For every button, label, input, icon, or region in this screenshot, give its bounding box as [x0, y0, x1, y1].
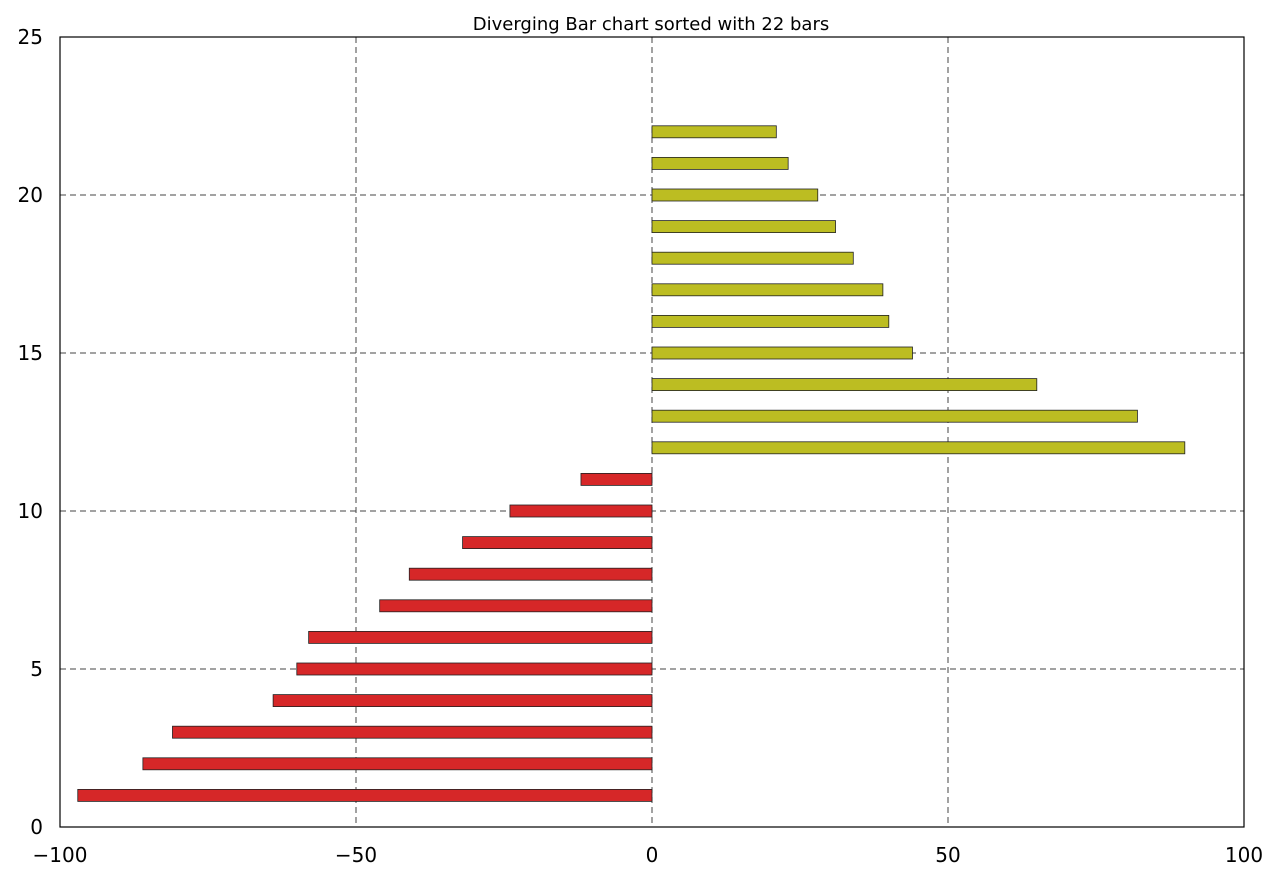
- bar-positive: [651, 441, 1186, 455]
- x-tick-label: 0: [646, 843, 659, 867]
- bar-negative: [296, 662, 653, 676]
- plot-frame: [59, 36, 1245, 828]
- bar-positive: [651, 188, 819, 202]
- bar-positive: [651, 156, 789, 170]
- bar-negative: [408, 567, 653, 581]
- bars: [77, 125, 1186, 802]
- bar-negative: [462, 536, 653, 549]
- bar-positive: [651, 283, 884, 297]
- bar-negative: [172, 725, 653, 739]
- x-tick-label: 50: [935, 843, 960, 867]
- grid-lines: [60, 37, 1244, 827]
- bar-positive: [651, 125, 777, 139]
- x-tick-label: −50: [335, 843, 377, 867]
- y-tick-label: 0: [30, 815, 43, 839]
- y-tick-label: 5: [30, 657, 43, 681]
- bar-negative: [272, 694, 653, 707]
- chart-title: Diverging Bar chart sorted with 22 bars: [473, 14, 830, 35]
- x-tick-label: −100: [33, 843, 88, 867]
- bar-positive: [651, 346, 913, 360]
- bar-positive: [651, 314, 890, 328]
- bar-positive: [651, 409, 1138, 423]
- x-axis-tick-labels: −100 −50 0 50 100: [33, 843, 1264, 867]
- y-tick-label: 20: [18, 183, 43, 207]
- bar-positive: [651, 378, 1038, 392]
- bar-positive: [651, 251, 854, 265]
- bar-negative: [308, 631, 653, 644]
- bar-negative: [509, 504, 653, 518]
- y-tick-label: 15: [18, 341, 43, 365]
- bar-negative: [379, 599, 653, 613]
- x-tick-label: 100: [1225, 843, 1263, 867]
- bar-negative: [77, 789, 653, 802]
- y-tick-label: 25: [18, 25, 43, 49]
- bar-negative: [142, 757, 653, 771]
- y-axis-tick-labels: 0 5 10 15 20 25: [18, 25, 43, 839]
- bar-negative: [580, 472, 653, 486]
- y-tick-label: 10: [18, 499, 43, 523]
- bar-positive: [651, 220, 836, 234]
